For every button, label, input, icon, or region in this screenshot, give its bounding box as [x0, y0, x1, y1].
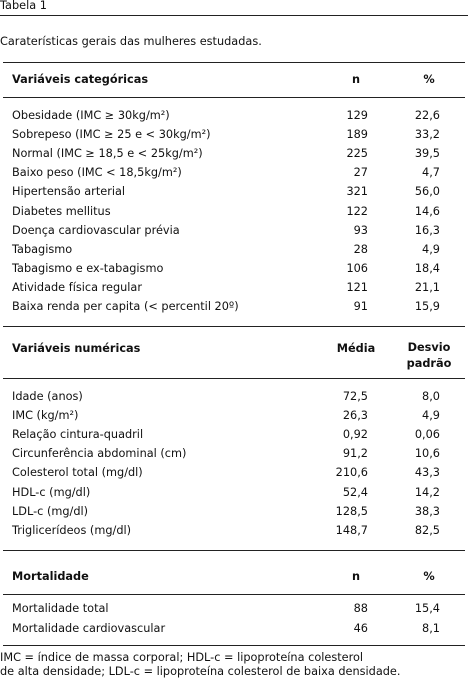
cell: 28 — [353, 242, 368, 256]
row-label: Baixa renda per capita (< percentil 20º) — [12, 300, 239, 313]
row-label: Doença cardiovascular prévia — [12, 223, 180, 237]
cell: 56,0 — [414, 185, 440, 199]
rule — [3, 594, 465, 595]
cell: 91,2 — [342, 447, 368, 461]
cell: 15,4 — [414, 602, 440, 615]
column-header: Variáveis categóricas — [12, 73, 149, 86]
footnote: de alta densidade; LDL-c = lipoproteína … — [0, 665, 401, 678]
cell: 22,6 — [414, 109, 440, 122]
row-label: Diabetes mellitus — [12, 204, 111, 218]
cell: 14,6 — [414, 204, 440, 218]
cell: 33,2 — [414, 128, 440, 142]
cell: 121 — [346, 280, 368, 294]
cell: 52,4 — [342, 485, 368, 499]
rule — [0, 15, 468, 16]
cell: 46 — [353, 622, 368, 635]
row-label: Relação cintura-quadril — [12, 428, 144, 442]
cell: 10,6 — [414, 447, 440, 461]
column-header: n — [351, 73, 361, 86]
rule — [3, 97, 465, 98]
row-label: Mortalidade cardiovascular — [12, 622, 166, 635]
row-label: Triglicerídeos (mg/dl) — [12, 523, 132, 537]
cell: 72,5 — [342, 390, 368, 403]
column-header: n — [351, 570, 361, 583]
column-header: Desvio padrão — [406, 341, 452, 370]
row-label: Circunferência abdominal (cm) — [12, 447, 187, 461]
row-label: Sobrepeso (IMC ≥ 25 e < 30kg/m²) — [12, 128, 211, 142]
cell: 106 — [346, 261, 368, 275]
cell: 4,9 — [422, 409, 440, 423]
rule — [3, 378, 465, 379]
cell: 18,4 — [414, 261, 440, 275]
cell: 15,9 — [414, 300, 440, 313]
cell: 189 — [346, 128, 368, 142]
cell: 38,3 — [414, 504, 440, 518]
row-label: Tabagismo e ex-tabagismo — [12, 261, 164, 275]
row-label: Atividade física regular — [12, 280, 142, 294]
cell: 4,7 — [422, 166, 440, 180]
cell: 14,2 — [414, 485, 440, 499]
cell: 82,5 — [414, 523, 440, 537]
cell: 122 — [346, 204, 368, 218]
column-header: % — [423, 570, 435, 583]
cell: 21,1 — [414, 280, 440, 294]
cell: 91 — [353, 300, 368, 313]
cell: 8,1 — [422, 622, 440, 635]
row-label: Tabagismo — [12, 242, 73, 256]
row-label: LDL-c (mg/dl) — [12, 504, 89, 518]
rule — [3, 550, 465, 551]
rule — [3, 326, 465, 327]
cell: 93 — [353, 223, 368, 237]
cell: 43,3 — [414, 466, 440, 480]
cell: 16,3 — [414, 223, 440, 237]
cell: 148,7 — [335, 523, 368, 537]
cell: 321 — [346, 185, 368, 199]
row-label: Obesidade (IMC ≥ 30kg/m²) — [12, 109, 170, 122]
column-header: Mortalidade — [12, 570, 89, 583]
cell: 0,06 — [414, 428, 440, 442]
row-label: Normal (IMC ≥ 18,5 e < 25kg/m²) — [12, 147, 203, 161]
rule — [3, 645, 465, 646]
cell: 26,3 — [342, 409, 368, 423]
column-header: Média — [336, 342, 376, 355]
cell: 39,5 — [414, 147, 440, 161]
row-label: Mortalidade total — [12, 602, 109, 615]
caption: Caraterísticas gerais das mulheres estud… — [0, 35, 262, 48]
cell: 8,0 — [422, 390, 440, 403]
cell: 128,5 — [335, 504, 368, 518]
row-label: HDL-c (mg/dl) — [12, 485, 91, 499]
cell: 88 — [353, 602, 368, 615]
cell: 225 — [346, 147, 368, 161]
row-label: Hipertensão arterial — [12, 185, 126, 199]
cell: 129 — [346, 109, 368, 122]
cell: 0,92 — [342, 428, 368, 442]
rule — [3, 62, 465, 63]
cell: 27 — [353, 166, 368, 180]
row-label: Idade (anos) — [12, 390, 83, 403]
cell: 210,6 — [335, 466, 368, 480]
table-number: Tabela 1 — [0, 0, 47, 12]
row-label: Colesterol total (mg/dl) — [12, 466, 143, 480]
footnote: IMC = índice de massa corporal; HDL-c = … — [0, 651, 364, 664]
column-header: Variáveis numéricas — [12, 342, 141, 355]
column-header: % — [423, 73, 435, 86]
cell: 4,9 — [422, 242, 440, 256]
row-label: IMC (kg/m²) — [12, 409, 79, 423]
row-label: Baixo peso (IMC < 18,5kg/m²) — [12, 166, 182, 180]
